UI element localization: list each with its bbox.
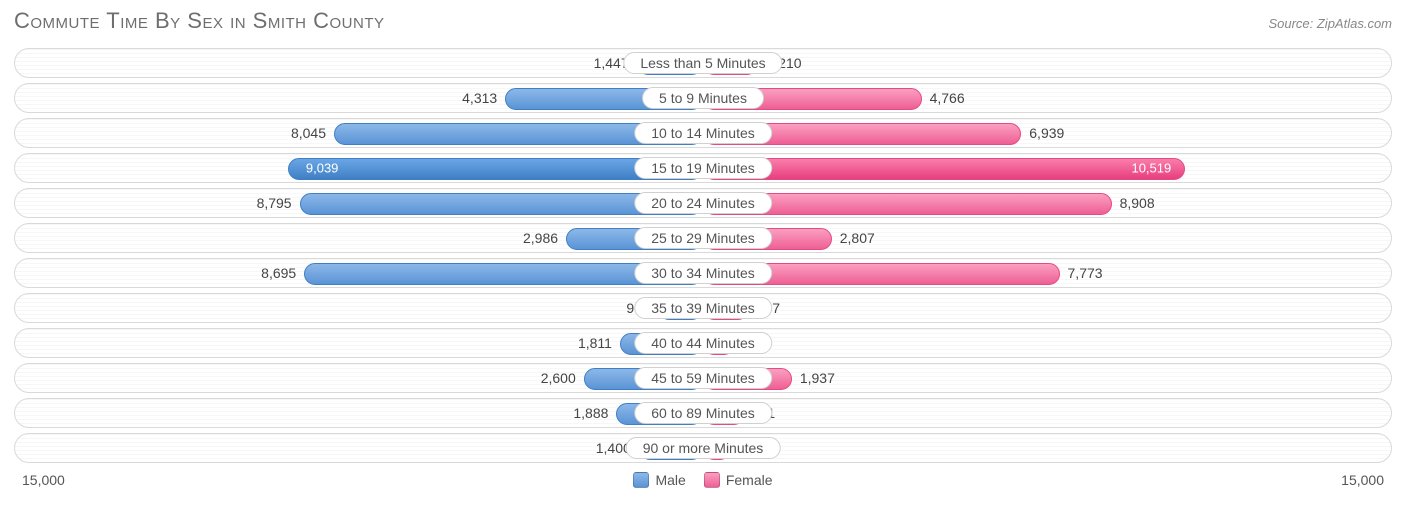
chart-title: Commute Time By Sex in Smith County <box>14 8 385 34</box>
chart-footer: 15,000 Male Female 15,000 <box>0 468 1406 488</box>
chart-row: 1,88891160 to 89 Minutes <box>14 398 1392 428</box>
legend-swatch-male <box>633 472 649 488</box>
axis-left-label: 15,000 <box>22 472 65 488</box>
female-value-label: 1,937 <box>800 370 835 386</box>
female-value-label: 10,519 <box>1131 161 1171 176</box>
legend-swatch-female <box>704 472 720 488</box>
chart-row: 1,40062190 or more Minutes <box>14 433 1392 463</box>
chart-row: 8,695 7,773 30 to 34 Minutes <box>14 258 1392 288</box>
male-value-label: 9,039 <box>306 161 339 176</box>
chart-row: 1,4471,210Less than 5 Minutes <box>14 48 1392 78</box>
chart-row: 4,313 4,766 5 to 9 Minutes <box>14 83 1392 113</box>
chart-row: 2,600 1,937 45 to 59 Minutes <box>14 363 1392 393</box>
female-value-label: 7,773 <box>1068 265 1103 281</box>
category-label: 10 to 14 Minutes <box>634 122 772 144</box>
male-value-label: 8,695 <box>261 265 296 281</box>
legend-item-female: Female <box>704 472 773 488</box>
category-label: 90 or more Minutes <box>626 437 781 459</box>
category-label: 45 to 59 Minutes <box>634 367 772 389</box>
category-label: 15 to 19 Minutes <box>634 157 772 179</box>
female-value-label: 6,939 <box>1029 125 1064 141</box>
male-value-label: 1,888 <box>573 405 608 421</box>
chart-row: 8,045 6,939 10 to 14 Minutes <box>14 118 1392 148</box>
category-label: 40 to 44 Minutes <box>634 332 772 354</box>
category-label: 25 to 29 Minutes <box>634 227 772 249</box>
male-value-label: 4,313 <box>462 90 497 106</box>
female-bar <box>703 158 1185 180</box>
legend-item-male: Male <box>633 472 685 488</box>
chart-row: 2,986 2,807 25 to 29 Minutes <box>14 223 1392 253</box>
category-label: 5 to 9 Minutes <box>642 87 764 109</box>
chart-row: 98899735 to 39 Minutes <box>14 293 1392 323</box>
chart-row: 8,795 8,908 20 to 24 Minutes <box>14 188 1392 218</box>
category-label: 30 to 34 Minutes <box>634 262 772 284</box>
male-value-label: 2,986 <box>523 230 558 246</box>
category-label: 60 to 89 Minutes <box>634 402 772 424</box>
diverging-bar-chart: 1,4471,210Less than 5 Minutes 4,313 4,766 5… <box>0 40 1406 463</box>
male-value-label: 8,795 <box>257 195 292 211</box>
legend: Male Female <box>633 472 772 488</box>
female-value-label: 4,766 <box>930 90 965 106</box>
male-value-label: 8,045 <box>291 125 326 141</box>
chart-header: Commute Time By Sex in Smith County Sour… <box>0 0 1406 40</box>
male-value-label: 1,811 <box>578 335 612 351</box>
category-label: 20 to 24 Minutes <box>634 192 772 214</box>
legend-label-female: Female <box>726 472 773 488</box>
category-label: Less than 5 Minutes <box>623 52 782 74</box>
female-value-label: 2,807 <box>840 230 875 246</box>
chart-row: 9,039 10,519 15 to 19 Minutes <box>14 153 1392 183</box>
axis-right-label: 15,000 <box>1341 472 1384 488</box>
category-label: 35 to 39 Minutes <box>634 297 772 319</box>
female-value-label: 8,908 <box>1120 195 1155 211</box>
legend-label-male: Male <box>655 472 685 488</box>
chart-row: 1,81169340 to 44 Minutes <box>14 328 1392 358</box>
chart-source: Source: ZipAtlas.com <box>1268 16 1392 31</box>
male-value-label: 2,600 <box>541 370 576 386</box>
